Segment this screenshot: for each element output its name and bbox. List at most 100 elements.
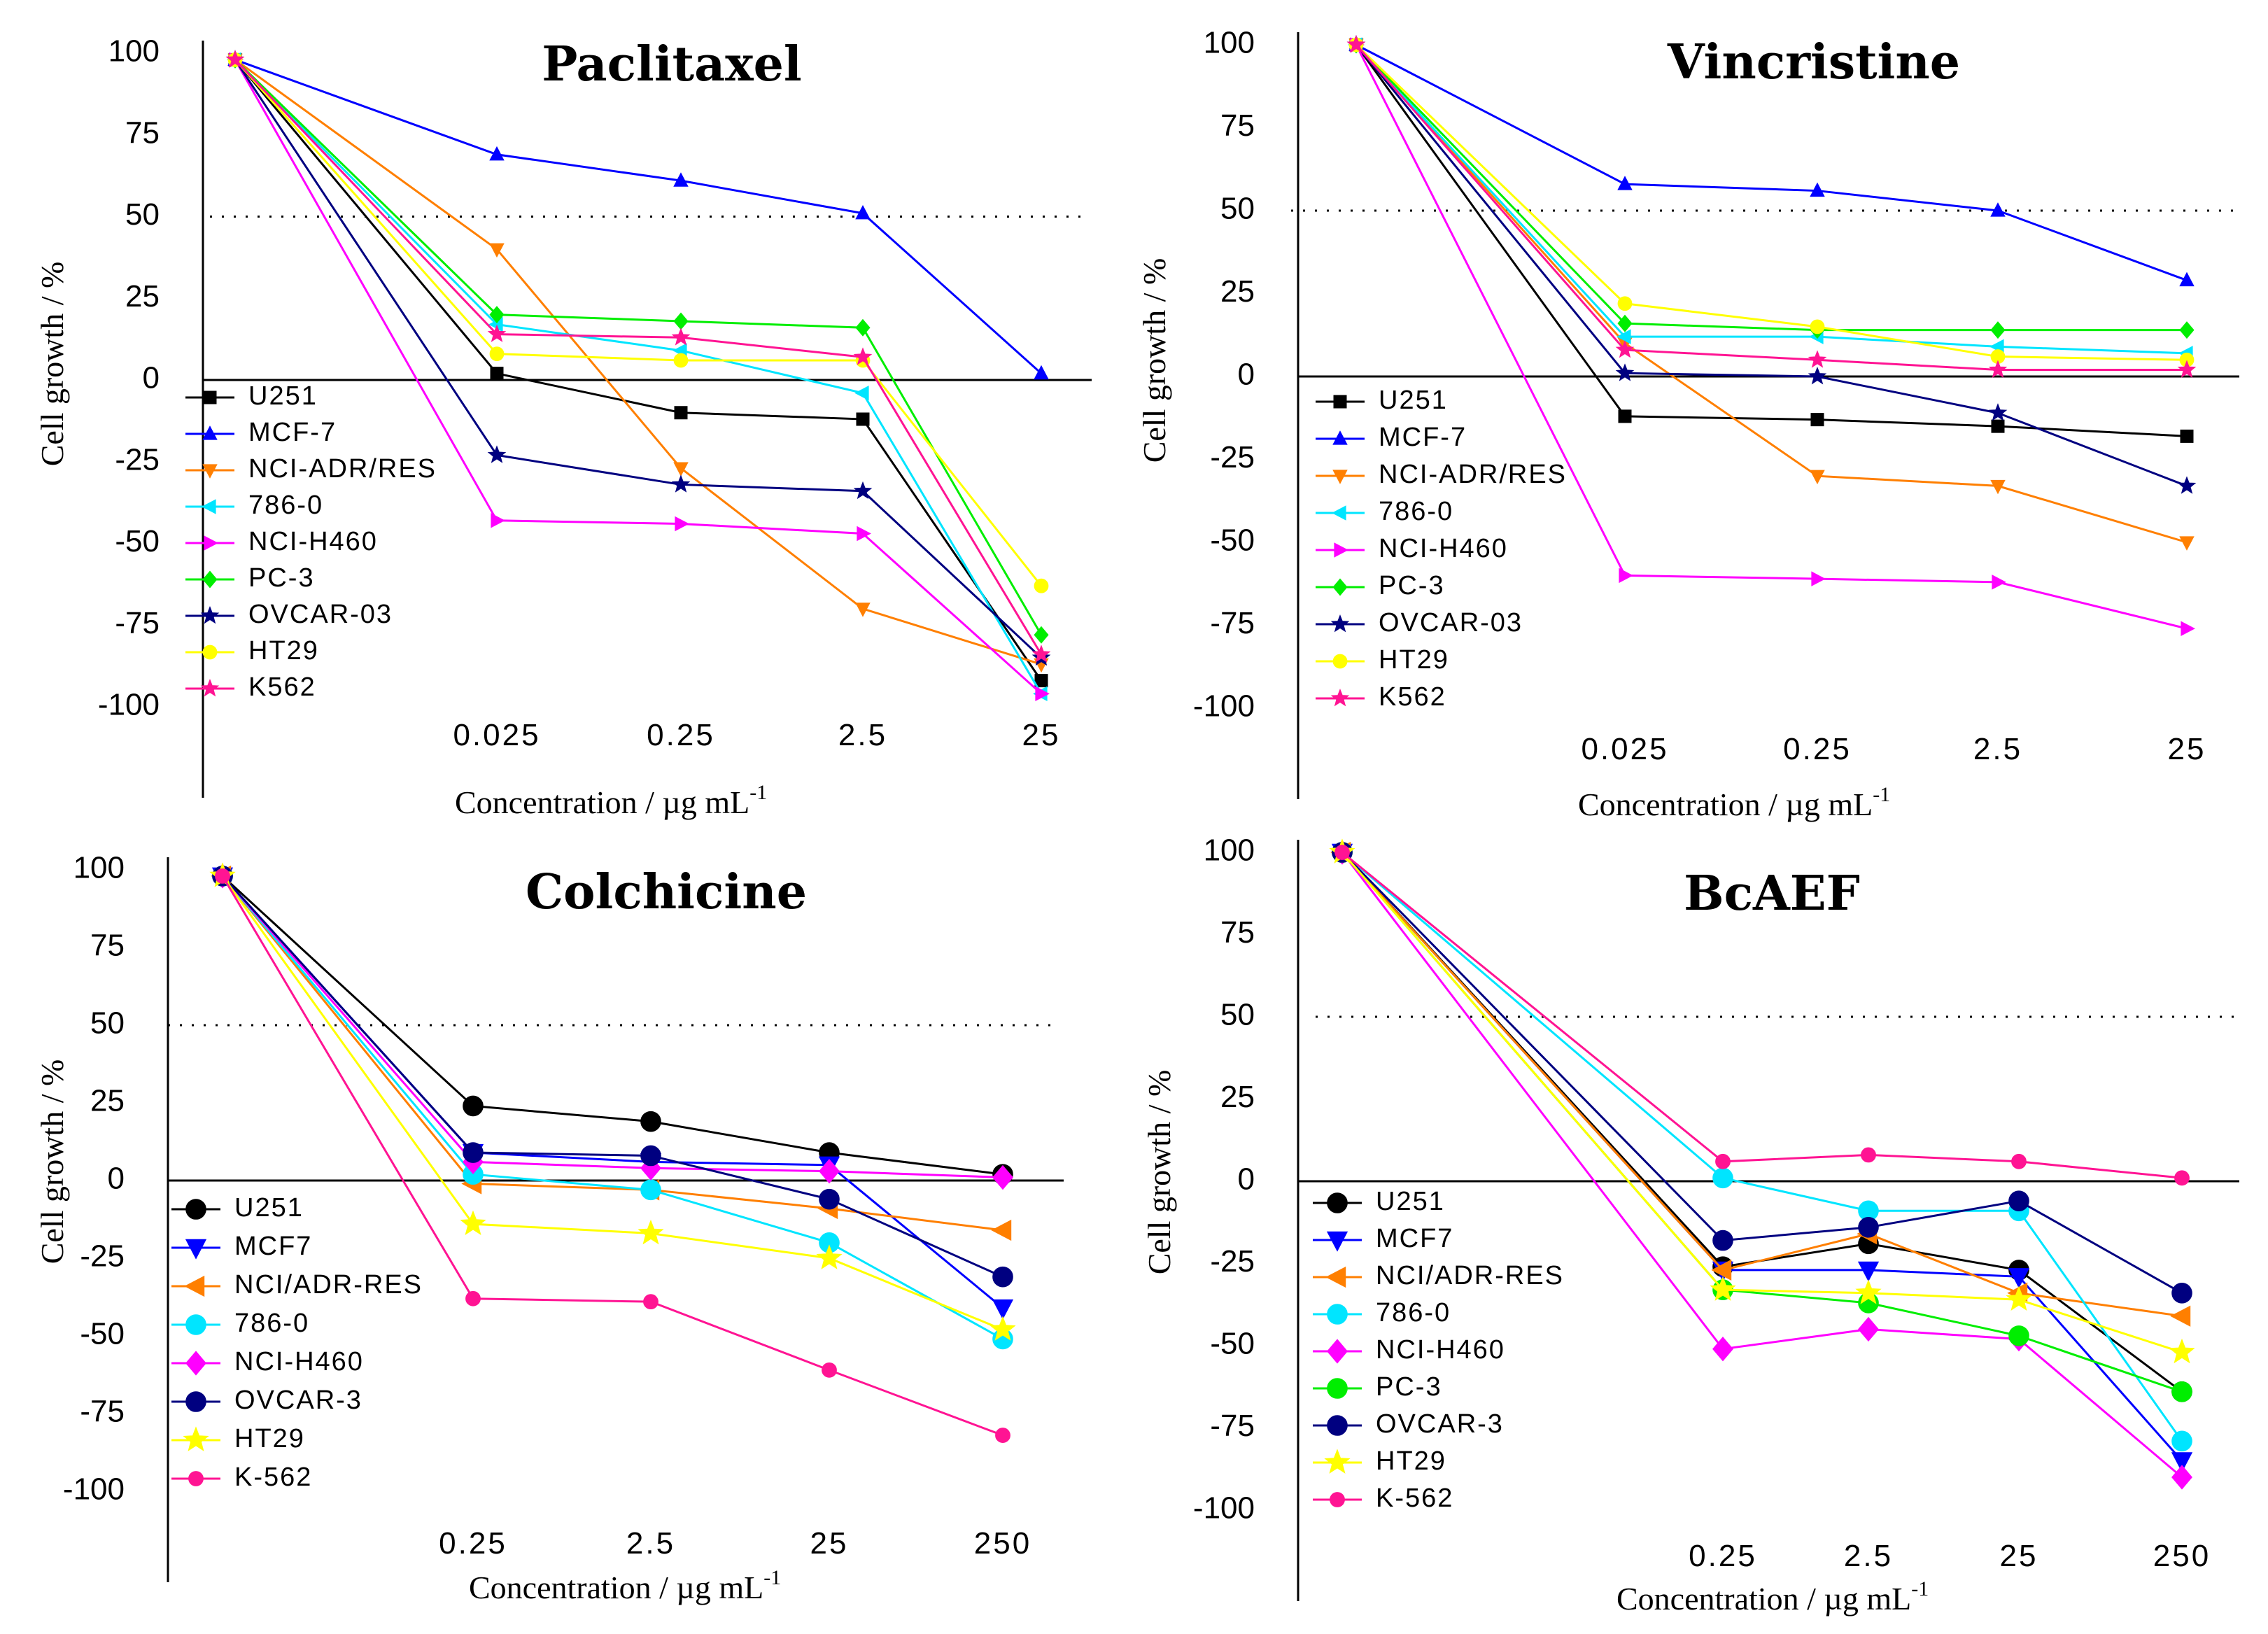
series-line [221, 875, 1003, 1279]
y-tick-label: -50 [1210, 523, 1255, 558]
legend-marker [184, 1275, 205, 1297]
y-tick-label: 0 [108, 1162, 125, 1196]
series-k562 [225, 50, 1051, 663]
series-mcf-7 [227, 51, 1049, 380]
data-point [819, 1188, 840, 1210]
data-point [1034, 365, 1049, 380]
panel-vincristine: Vincristine 100 75 50 25 0 -25 -50 -75 -100 0.025 0… [1136, 26, 2239, 822]
data-point [463, 1142, 484, 1163]
data-point [822, 1362, 837, 1378]
series-line [1355, 43, 2188, 361]
data-point [673, 172, 689, 187]
data-point [1988, 360, 2008, 378]
legend-label: PC-3 [1379, 571, 1445, 600]
y-tick-label: 50 [1220, 998, 1255, 1032]
legend-marker [185, 1351, 206, 1376]
legend-marker [202, 425, 218, 440]
x-axis-label: Concentration / µg mL-1 [469, 1566, 781, 1605]
y-tick-label: 25 [1220, 1080, 1255, 1114]
legend-marker [1330, 1492, 1345, 1507]
y-tick-label: 25 [1220, 274, 1255, 309]
data-point [2171, 1430, 2192, 1452]
data-point [1990, 479, 2006, 495]
series-line [1341, 851, 2183, 1318]
legend-label: NCI-ADR/RES [248, 454, 437, 484]
legend-item: 786-0 [1313, 1298, 1449, 1327]
x-tick-label: 0.25 [1689, 1539, 1757, 1573]
legend-label: PC-3 [1376, 1372, 1442, 1402]
series-line [221, 875, 1003, 1179]
data-point [2008, 1325, 2029, 1346]
x-tick-label: 0.025 [1581, 732, 1668, 766]
series-mcf7 [211, 867, 1014, 1320]
legend-item: NCI/ADR-RES [1313, 1261, 1564, 1290]
legend-marker [1332, 578, 1348, 596]
legend-marker [204, 535, 218, 551]
legend-item: K-562 [171, 1463, 311, 1492]
data-point [995, 1428, 1010, 1443]
x-tick-label: 0.25 [1783, 732, 1852, 766]
data-point [2179, 536, 2195, 551]
legend-marker [1333, 395, 1347, 409]
data-point [2008, 1268, 2030, 1288]
legend-item: NCI-H460 [1316, 534, 1507, 563]
data-point [816, 1244, 843, 1269]
data-point [1808, 350, 1827, 368]
data-point [1334, 845, 1350, 860]
series-line [234, 59, 1042, 665]
legend-label: U251 [248, 381, 318, 411]
data-point [854, 385, 869, 401]
data-point [460, 1210, 486, 1236]
data-point [2179, 321, 2195, 339]
data-point [491, 513, 505, 528]
legend-item: OVCAR-03 [1316, 608, 1521, 638]
x-tick-label: 25 [810, 1526, 849, 1561]
data-point [1712, 1337, 1733, 1362]
y-tick-label: 0 [143, 361, 160, 395]
legend-label: K562 [248, 672, 316, 702]
data-point [2171, 1283, 2192, 1304]
legend-item: HT29 [1316, 645, 1448, 675]
legend-marker [202, 499, 216, 514]
data-point [2179, 272, 2195, 287]
legend-label: NCI/ADR-RES [1376, 1261, 1564, 1290]
legend-marker [185, 1314, 206, 1335]
data-point [989, 1316, 1016, 1341]
data-point [1810, 413, 1824, 427]
legend-item: OVCAR-3 [1313, 1409, 1502, 1439]
legend-label: HT29 [248, 636, 319, 665]
legend-marker [1332, 654, 1348, 669]
legend-item: U251 [1313, 1187, 1444, 1216]
legend-marker [203, 390, 217, 404]
data-point [1810, 182, 1825, 197]
data-point [1988, 403, 2008, 421]
data-point [671, 474, 691, 493]
legend-label: NCI-H460 [248, 527, 378, 556]
x-tick-label: 2.5 [1973, 732, 2022, 766]
data-point [487, 445, 507, 463]
legend: U251 MCF-7 NCI-ADR/RES 786-0 NCI-H460 PC-3 OVC… [185, 381, 437, 702]
legend-label: MCF-7 [1379, 423, 1467, 452]
legend-item: MCF-7 [185, 418, 335, 447]
y-tick-label: -75 [1210, 606, 1255, 640]
data-point [1031, 645, 1051, 663]
y-tick-label: -25 [115, 442, 160, 477]
legend-label: 786-0 [1379, 497, 1453, 526]
data-point [2170, 1305, 2191, 1327]
series-line [221, 875, 1003, 1331]
legend-label: 786-0 [248, 491, 323, 520]
series-k-562 [1334, 845, 2190, 1186]
data-point [1991, 419, 2005, 433]
y-tick-label: 100 [108, 34, 160, 69]
y-tick-label: -100 [1193, 1491, 1255, 1526]
legend-marker [1324, 1449, 1351, 1474]
legend-marker [200, 679, 220, 697]
legend-item: OVCAR-03 [185, 600, 391, 629]
legend-label: K562 [1379, 682, 1446, 712]
y-tick-label: 100 [73, 851, 125, 885]
data-point [2171, 1465, 2192, 1490]
y-tick-label: 25 [90, 1084, 125, 1118]
data-point [819, 1159, 840, 1184]
